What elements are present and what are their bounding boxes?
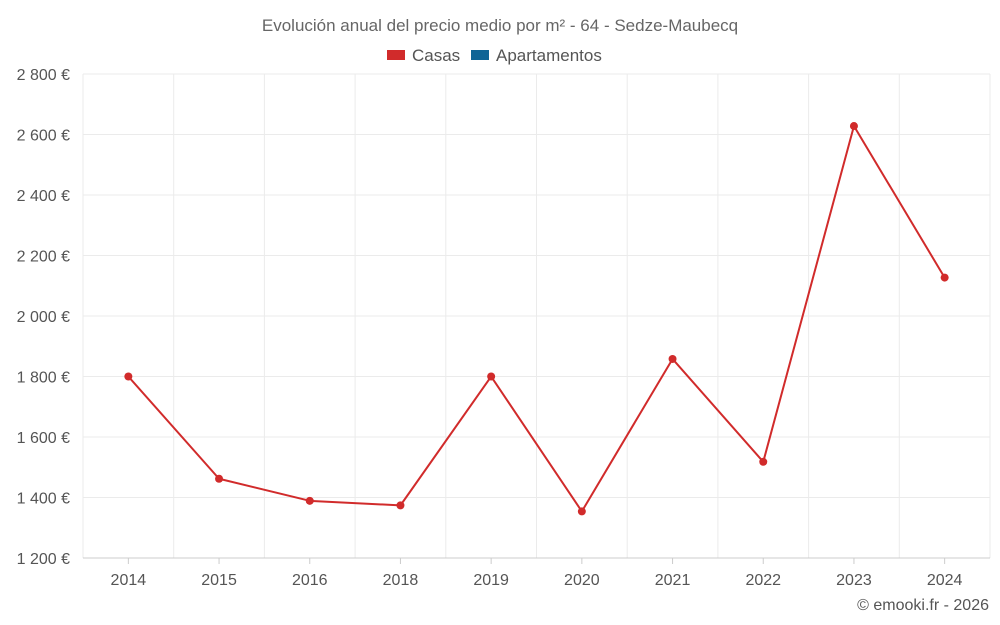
x-tick-label: 2020: [564, 572, 600, 589]
y-tick-label: 2 200 €: [17, 249, 70, 266]
x-tick-label: 2015: [201, 572, 237, 589]
legend-swatch-casas: [387, 50, 405, 60]
chart-title: Evolución anual del precio medio por m² …: [262, 16, 738, 35]
series-casas: [124, 122, 949, 516]
data-point[interactable]: [940, 273, 949, 282]
series-line-casas: [127, 125, 946, 513]
legend-item-apartamentos[interactable]: Apartamentos: [471, 46, 602, 65]
y-tick-label: 1 600 €: [17, 430, 70, 447]
x-tick-label: 2021: [655, 572, 691, 589]
data-point[interactable]: [668, 354, 677, 363]
data-point[interactable]: [487, 372, 496, 381]
x-tick-label: 2022: [745, 572, 781, 589]
data-point[interactable]: [577, 507, 586, 516]
data-point[interactable]: [396, 501, 405, 510]
x-tick-label: 2014: [111, 572, 147, 589]
axes: 1 200 € 1 400 € 1 600 € 1 800 € 2 000 € 2 200…: [17, 67, 990, 589]
legend-label-casas: Casas: [412, 46, 460, 65]
legend-swatch-apartamentos: [471, 50, 489, 60]
y-tick-label: 1 200 €: [17, 551, 70, 568]
credit-text: © emooki.fr - 2026: [857, 597, 989, 614]
x-tick-label: 2019: [473, 572, 509, 589]
data-point[interactable]: [759, 457, 768, 466]
x-tick-label: 2016: [292, 572, 328, 589]
data-point[interactable]: [849, 122, 858, 131]
y-tick-label: 2 000 €: [17, 309, 70, 326]
y-tick-label: 1 800 €: [17, 370, 70, 387]
data-point[interactable]: [215, 474, 224, 483]
x-tick-label: 2023: [836, 572, 872, 589]
y-tick-label: 1 400 €: [17, 491, 70, 508]
y-tick-label: 2 800 €: [17, 67, 70, 84]
x-tick-label: 2018: [383, 572, 419, 589]
y-tick-label: 2 600 €: [17, 128, 70, 145]
gridlines: [82, 73, 991, 559]
legend-label-apartamentos: Apartamentos: [496, 46, 602, 65]
legend: Casas Apartamentos: [387, 46, 602, 65]
data-point[interactable]: [305, 496, 314, 505]
data-point[interactable]: [124, 372, 133, 381]
x-tick-label: 2024: [927, 572, 963, 589]
legend-item-casas[interactable]: Casas: [387, 46, 460, 65]
y-tick-label: 2 400 €: [17, 188, 70, 205]
